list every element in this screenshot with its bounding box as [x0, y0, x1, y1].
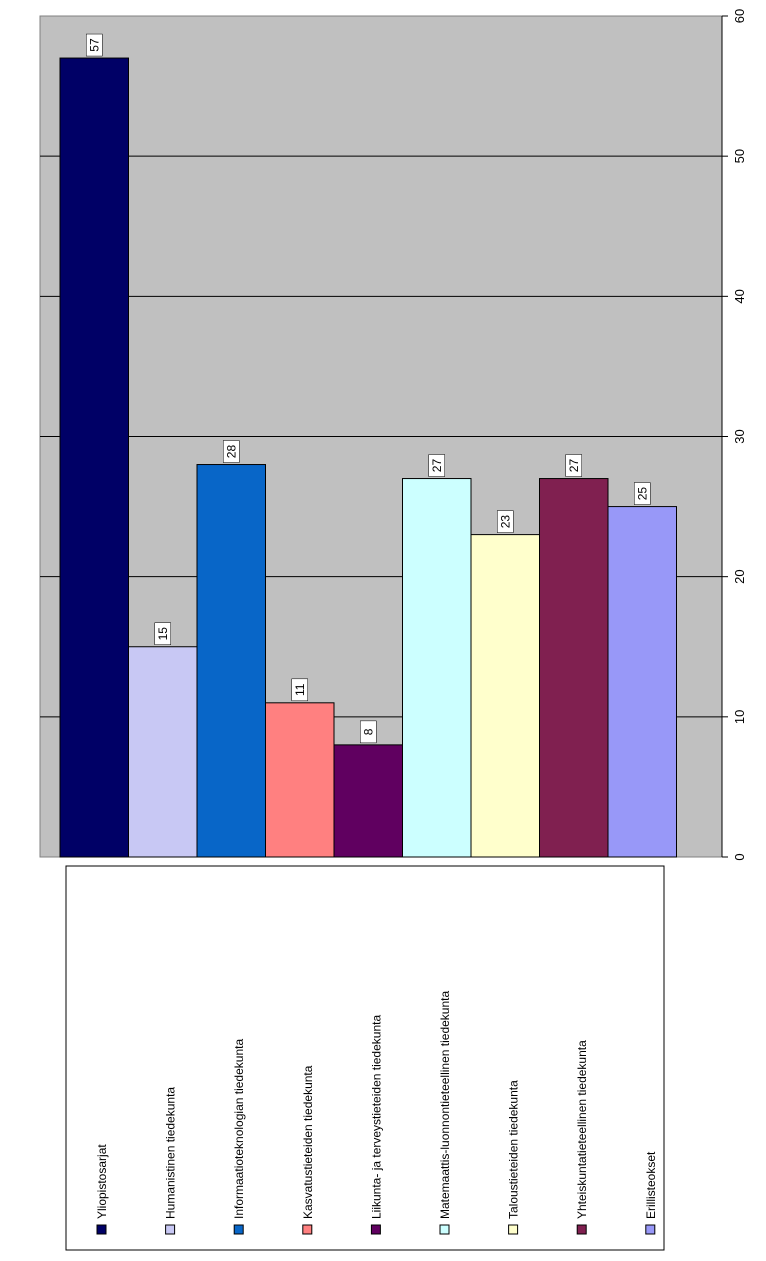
data-label-box	[223, 440, 240, 463]
data-label-box	[291, 678, 308, 702]
legend-box	[65, 865, 665, 1251]
legend-swatch-8	[576, 1224, 587, 1235]
data-label: 57	[87, 38, 101, 52]
bar-3	[196, 464, 266, 858]
legend-swatch-5	[370, 1224, 381, 1235]
legend-swatch-4	[302, 1224, 313, 1235]
legend: Yliopistosarjat Humanistinen tiedekunta In…	[65, 865, 665, 1251]
legend-swatch-9	[645, 1224, 656, 1235]
y-tick-label: 60	[732, 9, 747, 23]
bar-2	[128, 646, 198, 858]
data-label: 23	[498, 515, 512, 529]
legend-swatch-7	[508, 1224, 519, 1235]
bar-7	[470, 534, 540, 858]
legend-swatch-2	[165, 1224, 176, 1235]
data-label: 28	[224, 445, 238, 459]
data-label-box	[565, 454, 582, 477]
legend-label-1: Yliopistosarjat	[95, 1144, 109, 1219]
data-label-box	[360, 720, 377, 744]
data-label-box	[154, 622, 171, 645]
y-tick-label: 10	[732, 710, 747, 724]
value-axis: 0 10 20 30 40 50 60	[721, 9, 747, 861]
data-label: 8	[361, 728, 375, 735]
legend-swatch-3	[233, 1224, 244, 1235]
plot-area: 57 15 28 11 8 27 23 27 25	[39, 15, 723, 858]
data-label: 27	[430, 459, 444, 473]
bar-8	[539, 478, 609, 858]
data-label-box	[497, 510, 514, 533]
y-tick-label: 20	[732, 569, 747, 583]
legend-swatch-1	[96, 1224, 107, 1235]
bar-6	[402, 478, 472, 858]
bar-5	[333, 744, 403, 858]
data-label-box	[428, 454, 445, 477]
data-label: 27	[567, 459, 581, 473]
y-tick-label: 50	[732, 149, 747, 163]
legend-label-2: Humanistinen tiedekunta	[164, 1087, 178, 1219]
legend-label-3: Informaatioteknologian tiedekunta	[232, 1039, 246, 1219]
data-label-box	[86, 33, 103, 57]
y-tick-label: 0	[732, 853, 747, 860]
y-tick-label: 40	[732, 289, 747, 303]
bar-1	[59, 57, 129, 858]
bar-9	[607, 506, 677, 858]
bar-4	[265, 702, 335, 858]
legend-label-5: Liikunta- ja terveystieteiden tiedekunta	[369, 1015, 383, 1219]
legend-swatch-6	[439, 1224, 450, 1235]
data-label: 11	[293, 683, 307, 696]
data-label-box	[634, 482, 651, 505]
legend-label-7: Taloustieteiden tiedekunta	[507, 1080, 521, 1219]
legend-label-4: Kasvatustieteiden tiedekunta	[301, 1065, 315, 1219]
legend-label-6: Matemaattis-luonnontieteellinen tiedekun…	[438, 991, 452, 1219]
legend-label-9: Erillisteokset	[644, 1151, 658, 1219]
data-label: 15	[156, 627, 170, 641]
legend-label-8: Yhteiskuntatieteellinen tiedekunta	[575, 1040, 589, 1219]
y-tick-label: 30	[732, 429, 747, 443]
data-label: 25	[635, 487, 649, 501]
